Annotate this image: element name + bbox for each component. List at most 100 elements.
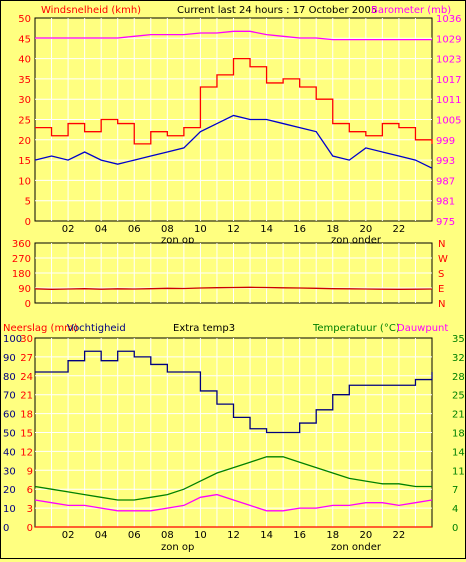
direction-tick-label: 360: [12, 239, 31, 250]
temperature-panel-hour-label: 10: [194, 530, 207, 541]
temperature-panel-hour-label: 16: [293, 530, 306, 541]
wind-panel-hour-label: 02: [62, 224, 75, 235]
humidity-tick-label: 20: [3, 485, 16, 496]
direction-tick-label: 270: [12, 254, 31, 265]
wind-tick-label: 35: [18, 75, 31, 86]
wind-gust-line: [35, 57, 433, 145]
rain-tick-label: 3: [27, 504, 33, 515]
rain-tick-label: 21: [20, 391, 33, 402]
humidity-tick-label: 10: [3, 504, 16, 515]
rain-tick-label: 9: [27, 466, 33, 477]
rain-tick-label: 24: [20, 372, 33, 383]
wind-tick-label: 45: [18, 34, 31, 45]
sunset-label-top: zon onder: [331, 235, 382, 246]
temperature-tick-label: 28: [452, 372, 465, 383]
wind-panel-hour-label: 12: [227, 224, 240, 235]
wind-tick-label: 30: [18, 95, 31, 106]
rain-tick-label: 6: [27, 485, 33, 496]
wind-tick-label: 5: [25, 197, 31, 208]
wind-tick-label: 0: [25, 217, 31, 228]
wind-axis-title: Windsnelheid (kmh): [41, 5, 141, 16]
barometer-axis-title: Barometer (mb): [371, 5, 451, 16]
humidity-tick-label: 40: [3, 447, 16, 458]
sunrise-label-bottom: zon op: [161, 542, 194, 553]
barometer-tick-label: 1017: [436, 75, 461, 86]
temperature-tick-label: 18: [452, 429, 465, 440]
rain-tick-label: 15: [20, 429, 33, 440]
wind-tick-label: 20: [18, 136, 31, 147]
barometer-tick-label: 993: [436, 156, 455, 167]
barometer-line: [35, 30, 432, 41]
dewpoint-line: [34, 493, 433, 512]
humidity-tick-label: 100: [3, 334, 22, 345]
barometer-tick-label: 975: [436, 217, 455, 228]
direction-tick-label: 180: [12, 269, 31, 280]
humidity-line: [35, 350, 433, 434]
humidity-axis-title: Vochtigheid: [67, 323, 126, 334]
wind-panel-hour-label: 18: [326, 224, 339, 235]
barometer-tick-label: 1011: [436, 95, 461, 106]
temperature-panel-hour-label: 14: [260, 530, 273, 541]
chart-title: Current last 24 hours : 17 October 2005: [177, 5, 377, 16]
temperature-tick-label: 11: [452, 466, 465, 477]
rain-axis-title: Neerslag (mm): [3, 323, 78, 334]
humidity-tick-label: 0: [3, 523, 9, 534]
temperature-tick-label: 35: [452, 334, 465, 345]
temperature-line: [34, 456, 432, 501]
extra-temp-label: Extra temp3: [173, 323, 235, 334]
compass-tick-label: W: [438, 254, 448, 265]
temperature-panel-hour-label: 02: [62, 530, 75, 541]
wind-panel-hour-label: 16: [293, 224, 306, 235]
rain-tick-label: 0: [27, 523, 33, 534]
compass-tick-label: N: [438, 299, 445, 310]
barometer-tick-label: 1036: [436, 14, 461, 25]
temperature-panel: 0102030405060708090100036912151821242730…: [3, 334, 465, 541]
wind-tick-label: 25: [18, 116, 31, 127]
humidity-tick-label: 90: [3, 353, 16, 364]
wind-tick-label: 10: [18, 176, 31, 187]
wind-tick-label: 50: [18, 14, 31, 25]
temperature-panel-hour-label: 18: [326, 530, 339, 541]
barometer-tick-label: 981: [436, 197, 455, 208]
rain-tick-label: 27: [20, 353, 33, 364]
wind-tick-label: 15: [18, 156, 31, 167]
rain-tick-label: 18: [20, 410, 33, 421]
temperature-tick-label: 25: [452, 391, 465, 402]
temperature-axis-title: Temperatuur (°C): [312, 323, 400, 334]
barometer-tick-label: 999: [436, 136, 455, 147]
temperature-tick-label: 0: [452, 523, 458, 534]
temperature-panel-hour-label: 22: [393, 530, 406, 541]
wind-panel-hour-label: 20: [359, 224, 372, 235]
compass-tick-label: E: [438, 284, 444, 295]
temperature-tick-label: 21: [452, 410, 465, 421]
temperature-panel-hour-label: 04: [95, 530, 108, 541]
wind-tick-label: 40: [18, 55, 31, 66]
rain-tick-label: 12: [20, 447, 33, 458]
wind-direction-line: [34, 286, 433, 290]
humidity-tick-label: 50: [3, 429, 16, 440]
barometer-tick-label: 1029: [436, 34, 461, 45]
compass-tick-label: S: [438, 269, 444, 280]
temperature-tick-label: 7: [452, 485, 458, 496]
temperature-panel-hour-label: 06: [128, 530, 141, 541]
wind-panel-hour-label: 10: [194, 224, 207, 235]
rain-tick-label: 30: [20, 334, 33, 345]
temperature-tick-label: 32: [452, 353, 465, 364]
humidity-tick-label: 80: [3, 372, 16, 383]
sunset-label-bottom: zon onder: [331, 542, 382, 553]
wind-panel-hour-label: 04: [95, 224, 108, 235]
humidity-tick-label: 60: [3, 410, 16, 421]
barometer-tick-label: 987: [436, 176, 455, 187]
barometer-tick-label: 1005: [436, 116, 461, 127]
direction-tick-label: 90: [18, 284, 31, 295]
dewpoint-axis-title: Dauwpunt: [397, 323, 448, 334]
temperature-panel-hour-label: 12: [227, 530, 240, 541]
barometer-tick-label: 1023: [436, 55, 461, 66]
wind-panel: 0 5 10 15 20 25 30 35 40 45 50 975 981 987 993 999 1005 1…: [18, 14, 461, 235]
wind-avg-line: [34, 114, 433, 169]
temperature-tick-label: 4: [452, 504, 458, 515]
wind-panel-hour-label: 08: [161, 224, 174, 235]
